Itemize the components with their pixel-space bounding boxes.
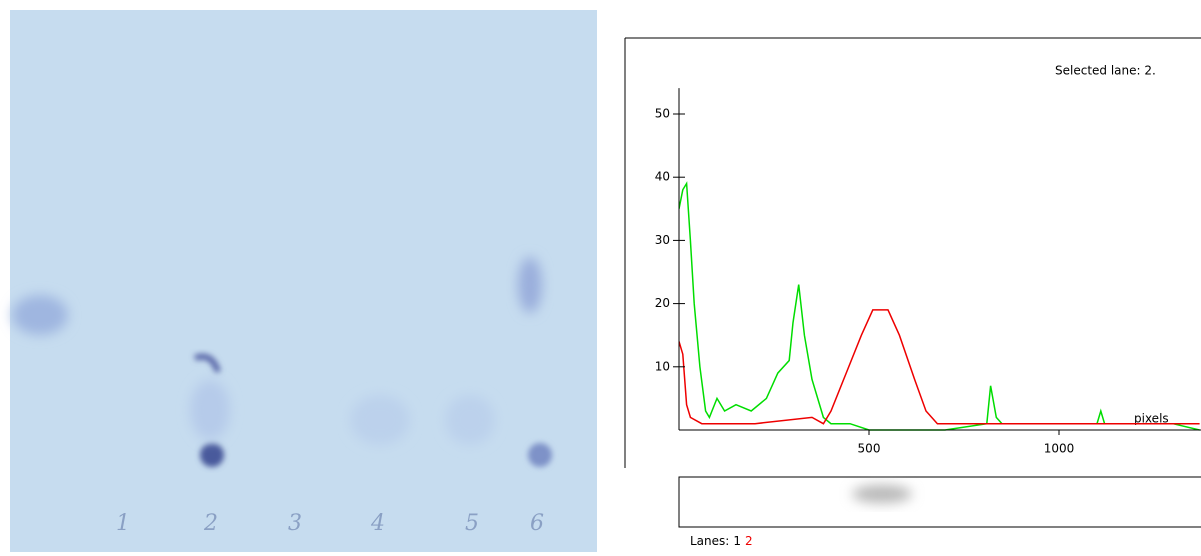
spot [200,443,224,467]
y-tick-label: 40 [655,170,670,184]
band [852,485,912,503]
selected-lane: Selected lane: 2. [1055,64,1156,78]
spot [445,395,495,445]
spot [528,443,552,467]
x-axis-label: pixels [1134,412,1169,426]
y-tick-label: 20 [655,296,670,310]
lane-label: 4 [370,511,385,536]
lane-label: 5 [465,511,479,536]
spot [190,380,230,440]
spot [194,353,221,373]
spot [12,295,68,335]
lane-labels: 1 2 3 4 5 6 [116,511,544,536]
y-tick-label: 30 [655,233,670,247]
legend-entry: 1 [733,534,741,548]
lane-strip [678,476,1201,528]
plot [679,181,1200,431]
x-tick-label: 1000 [1044,442,1075,456]
plate [10,10,597,552]
profile-line [679,309,1200,425]
lane-label: 2 [203,511,218,536]
spot [350,395,410,445]
profile-line [679,181,1200,431]
y-tick-label: 50 [655,107,670,121]
axes: 10 20 30 40 50 500 1000 [655,88,1201,456]
lane-label: 1 [116,511,130,536]
plate-photo [10,10,597,552]
chart-frame [624,37,1201,528]
lane-label: 3 [288,511,302,536]
legend: Lanes: 1 2 [690,534,753,548]
legend-title: Lanes: [690,534,729,548]
spot [518,257,542,313]
legend-entry: 2 [745,534,753,548]
x-tick-label: 500 [858,442,881,456]
y-tick-label: 10 [655,359,670,373]
lane-label: 6 [530,511,544,536]
